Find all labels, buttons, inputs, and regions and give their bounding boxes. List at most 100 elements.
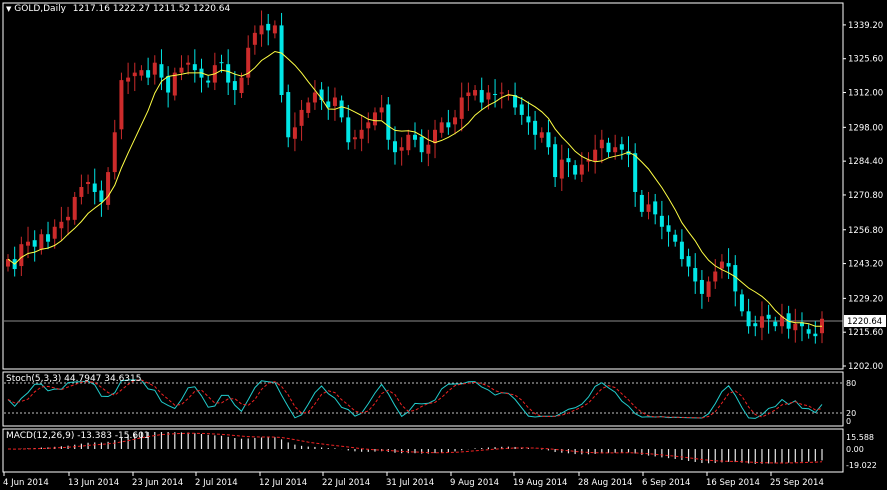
candle-body	[513, 95, 518, 108]
candle-body	[386, 104, 391, 140]
candle-body	[179, 67, 184, 73]
candle-body	[713, 271, 718, 282]
candle-body	[232, 81, 237, 91]
candle-body	[813, 333, 818, 337]
candle-body	[166, 76, 171, 93]
candle-body	[26, 241, 31, 246]
macd-tick-low: -19.022	[846, 461, 877, 470]
candle-body	[246, 47, 251, 78]
macd-tick-high: 15.588	[846, 433, 874, 442]
candle-body	[666, 225, 671, 232]
candle-body	[192, 64, 197, 71]
date-axis: 4 Jun 2014 13 Jun 2014 23 Jun 2014 2 Jul 20…	[3, 472, 824, 488]
price-tick-label: 1298.00	[848, 123, 883, 133]
candle-body	[613, 147, 618, 153]
chart-header[interactable]: ▼ GOLD,Daily 1217.16 1222.27 1211.52 122…	[6, 4, 230, 14]
candle-body	[799, 322, 804, 327]
candle-body	[733, 265, 738, 292]
candle-body	[753, 323, 758, 327]
candle-body	[332, 97, 337, 106]
date-tick-label: 6 Sep 2014	[642, 478, 690, 488]
candle-body	[106, 172, 111, 205]
current-price-badge	[844, 315, 886, 327]
price-tick-label: 1256.80	[848, 226, 883, 236]
price-tick-label: 1312.00	[848, 89, 883, 99]
date-tick-label: 25 Sep 2014	[770, 478, 824, 488]
candle-body	[279, 25, 284, 96]
current-price-label: 1220.64	[847, 317, 882, 327]
candle-body	[366, 122, 371, 129]
candle-body	[126, 77, 131, 82]
candle-body	[646, 204, 651, 212]
price-tick-label: 1202.00	[848, 362, 883, 372]
candle-body	[519, 104, 524, 115]
candle-body	[773, 321, 778, 327]
chevron-down-icon[interactable]: ▼	[6, 5, 12, 13]
macd-panel[interactable]	[2, 428, 844, 473]
date-tick-label: 12 Jul 2014	[259, 478, 307, 488]
date-tick-label: 23 Jun 2014	[132, 478, 183, 488]
candle-body	[486, 92, 491, 100]
date-tick-label: 4 Jun 2014	[3, 478, 49, 488]
candle-body	[39, 234, 44, 250]
candle-body	[319, 89, 324, 100]
candle-body	[99, 190, 104, 202]
candle-body	[206, 80, 211, 83]
candle-body	[346, 117, 351, 143]
candle-body	[146, 70, 151, 78]
price-tick-label: 1229.20	[848, 294, 883, 304]
symbol-label: GOLD,Daily	[14, 4, 66, 14]
candle-body	[5, 259, 11, 267]
candle-body	[706, 281, 711, 297]
candle-body	[793, 323, 798, 331]
date-tick-label: 9 Aug 2014	[450, 478, 499, 488]
candle-body	[433, 129, 438, 144]
candle-body	[566, 158, 571, 163]
price-axis: 1339.20 1325.60 1312.00 1298.00 1284.40 1270.…	[843, 21, 883, 372]
candle-body	[46, 234, 51, 242]
candle-body	[272, 25, 277, 34]
date-tick-label: 16 Sep 2014	[706, 478, 760, 488]
candle-body	[86, 182, 91, 185]
ohlc-values: 1217.16 1222.27 1211.52 1220.64	[72, 4, 231, 14]
candle-body	[306, 102, 311, 113]
candle-body	[32, 240, 37, 247]
date-tick-label: 31 Jul 2014	[386, 478, 434, 488]
moving-average-line	[7, 50, 822, 327]
macd-tick-zero: 0.00	[846, 445, 864, 454]
candle-body	[159, 64, 164, 78]
candle-body	[266, 23, 271, 31]
candle-body	[252, 32, 257, 45]
candle-body	[579, 164, 584, 175]
candle-body	[499, 92, 504, 94]
candle-body	[119, 80, 124, 130]
price-panel[interactable]	[2, 2, 844, 370]
stoch-signal-line	[7, 379, 823, 419]
stoch-tick-0: 0	[846, 417, 851, 426]
price-tick-label: 1215.60	[848, 328, 883, 338]
candle-body	[139, 70, 144, 76]
candle-body	[426, 144, 431, 154]
stoch-main-line	[7, 379, 823, 419]
candle-body	[446, 122, 451, 128]
candle-body	[599, 139, 604, 149]
candle-body	[639, 194, 644, 212]
candle-body	[326, 101, 331, 108]
candle-body	[72, 196, 77, 220]
candle-body	[619, 144, 624, 150]
candle-body	[466, 92, 471, 97]
date-tick-label: 28 Aug 2014	[578, 478, 632, 488]
candle-body	[439, 122, 444, 133]
candle-body	[259, 25, 264, 35]
candle-body	[746, 311, 751, 327]
candle-body	[459, 97, 464, 119]
candle-body	[473, 90, 478, 96]
candle-body	[92, 183, 97, 192]
candle-body	[506, 95, 511, 97]
candle-body	[399, 147, 404, 151]
stochastic-panel[interactable]	[2, 371, 844, 427]
candle-body	[152, 62, 157, 75]
candle-body	[493, 94, 498, 96]
candle-body	[52, 226, 57, 239]
